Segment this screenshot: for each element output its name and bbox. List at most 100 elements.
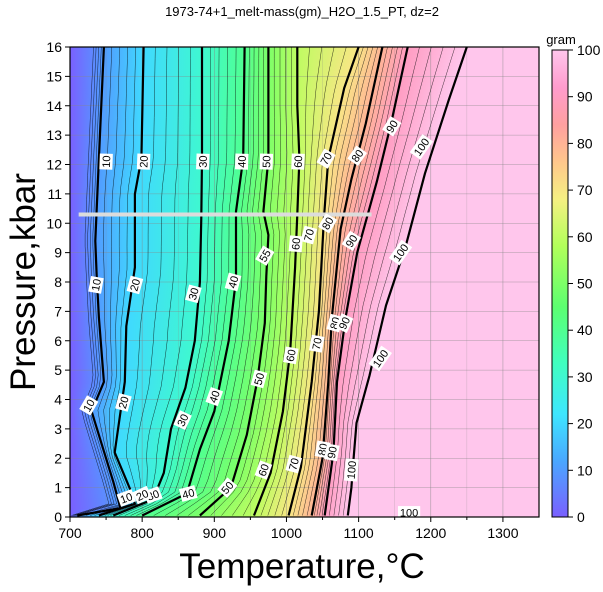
heatmap-row [70, 74, 539, 79]
contour-label-text: 20 [128, 278, 143, 293]
contour-label-bg [300, 225, 318, 245]
contour-line-40 [141, 47, 246, 517]
contour-label-bg [309, 334, 325, 353]
contour-line-minor [297, 47, 369, 516]
heatmap-row [70, 348, 539, 354]
contour-label-text: 100 [346, 460, 360, 479]
heatmap-row [70, 141, 539, 146]
contour-label-bg [250, 369, 268, 389]
heatmap-row [70, 207, 539, 213]
contour-label-text: 70 [287, 457, 302, 472]
contour-label-text: 80 [350, 148, 367, 165]
y-tick-label: 4 [54, 392, 62, 408]
heatmap-row [70, 125, 539, 130]
contour-label: 50 [259, 153, 274, 170]
heatmap-row [70, 203, 539, 209]
contour-line-minor [302, 47, 374, 516]
contour-line-minor [130, 47, 228, 516]
heatmap-row [70, 86, 539, 91]
heatmap-row [70, 50, 539, 56]
contour-label-text: 20 [138, 155, 150, 168]
y-tick-label: 16 [46, 39, 62, 55]
heatmap-row [70, 344, 539, 350]
contour-label-text: 60 [285, 348, 299, 362]
contour-line-minor [101, 47, 156, 516]
contour-line-minor [107, 47, 179, 516]
heatmap-row [70, 454, 539, 459]
heatmap-row [70, 62, 539, 68]
heatmap-row [70, 340, 539, 346]
heatmap-row [70, 195, 539, 201]
contour-label-text: 70 [311, 337, 325, 351]
colorbar-ticks: 0 10 20 30 40 50 60 70 80 90 100 [568, 42, 601, 525]
colorbar-label: gram [546, 32, 576, 47]
contour-label: 70 [285, 454, 302, 474]
contour-line-minor [72, 47, 112, 516]
contour-label: 90 [324, 443, 340, 462]
contour-label-bg [224, 272, 242, 292]
heatmap-row [70, 489, 539, 495]
contour-label: 40 [234, 153, 249, 170]
contour-line-minor [329, 47, 420, 516]
heatmap-row [70, 470, 539, 475]
heatmap-row [70, 180, 539, 185]
contour-label: 20 [136, 153, 151, 170]
heatmap-row [70, 509, 539, 514]
y-tick-label: 1 [54, 480, 62, 496]
contour-line-minor [81, 47, 123, 516]
contour-label: 10 [79, 395, 99, 416]
contour-line-minor [85, 47, 126, 516]
heatmap-row [70, 473, 539, 479]
heatmap-row [70, 321, 539, 326]
contour-line-minor [210, 47, 275, 516]
y-tick-label: 2 [54, 450, 62, 466]
heatmap-row [70, 97, 539, 103]
heatmap-row [70, 274, 539, 279]
contour-label-text: 30 [187, 287, 202, 302]
heatmap-row [70, 109, 539, 115]
heatmap-row [70, 184, 539, 189]
contour-label-bg [217, 477, 238, 498]
heatmap-row [70, 66, 539, 72]
y-tick-label: 0 [54, 509, 62, 525]
contour-line-30 [112, 47, 204, 517]
heatmap-row [70, 501, 539, 506]
contour-label: 60 [254, 460, 273, 480]
heatmap-row [70, 407, 539, 412]
y-tick-label: 6 [54, 333, 62, 349]
contour-label: 70 [316, 148, 336, 169]
heatmap-row [70, 270, 539, 275]
heatmap-row [70, 90, 539, 95]
contour-label: 10 [88, 275, 104, 294]
heatmap-row [70, 219, 539, 224]
heatmap-row [70, 364, 539, 369]
heatmap-row [70, 415, 539, 420]
x-tick-label: 1200 [415, 525, 446, 541]
heatmap-row [70, 317, 539, 322]
y-tick-label: 13 [46, 127, 62, 143]
contour-label: 10 [99, 153, 113, 170]
heatmap-row [70, 164, 539, 170]
heatmap-row [70, 305, 539, 311]
contour-line-minor [71, 47, 110, 516]
contour-label-bg [116, 489, 136, 507]
contour-label-bg [409, 134, 434, 160]
contour-line-minor [316, 47, 393, 516]
contour-label-text: 90 [337, 315, 353, 331]
contour-label-text: 100 [400, 508, 418, 520]
contour-label-bg [254, 460, 273, 480]
contour-label: 40 [205, 386, 224, 407]
contour-line-minor [104, 47, 168, 516]
contour-line-minor [274, 47, 335, 516]
heatmap-row [70, 117, 539, 123]
contour-label: 100 [343, 458, 360, 482]
contour-label: 30 [185, 284, 202, 304]
heatmap-row [70, 262, 539, 267]
contour-label: 10 [116, 489, 136, 507]
contour-line-minor [188, 47, 264, 516]
contour-label-bg [255, 245, 275, 266]
contour-label-bg [398, 506, 421, 520]
heatmap-row [70, 70, 539, 76]
contour-label-bg [324, 443, 340, 462]
